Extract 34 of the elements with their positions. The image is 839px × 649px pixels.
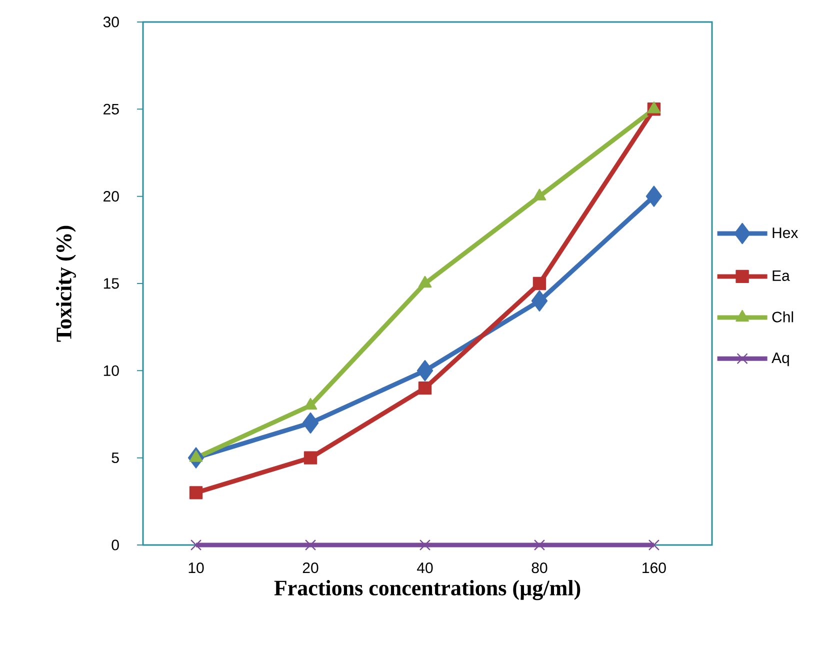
x-axis-title: Fractions concentrations (µg/ml)	[274, 580, 580, 600]
y-tick-label: 20	[104, 191, 119, 202]
x-tick-label: 10	[188, 562, 204, 574]
point	[418, 276, 432, 288]
x-tick-label: 160	[642, 562, 666, 574]
y-tick-label: 10	[104, 365, 119, 376]
x-tick-label: 80	[532, 562, 548, 574]
legend-label: Chl	[772, 311, 794, 322]
y-tick-label: 30	[103, 16, 119, 28]
point	[646, 186, 662, 207]
point	[189, 486, 203, 500]
point	[532, 276, 546, 290]
point	[304, 451, 318, 464]
point	[416, 360, 434, 382]
legend-label: Ea	[772, 270, 790, 281]
x-tick-label: 40	[416, 562, 433, 574]
y-tick-label: 5	[112, 452, 119, 464]
point	[534, 539, 546, 551]
point	[190, 539, 202, 551]
point	[532, 188, 546, 200]
point	[418, 381, 432, 395]
y-tick-label: 0	[112, 540, 119, 550]
point	[304, 539, 316, 551]
y-tick-label: 15	[104, 278, 119, 289]
legend-label: Hex	[772, 228, 798, 238]
point	[647, 102, 661, 114]
point	[531, 290, 548, 312]
point	[302, 412, 319, 434]
y-tick-label: 25	[104, 104, 119, 114]
point	[648, 539, 660, 551]
point	[419, 539, 431, 551]
legend-label: Aq	[772, 352, 789, 366]
y-axis-title: Toxicity (%)	[56, 226, 76, 342]
x-tick-label: 20	[302, 562, 318, 574]
